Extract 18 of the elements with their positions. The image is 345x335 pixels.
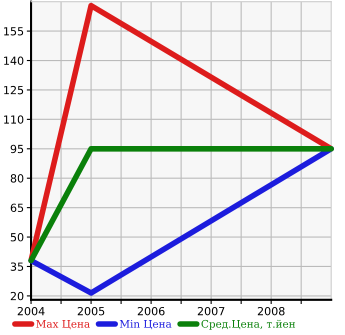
- legend-label: Max Цена: [36, 320, 90, 330]
- y-tick-label: 155: [4, 27, 24, 36]
- y-tick-label: 95: [10, 144, 24, 154]
- x-tick-label: 2004: [18, 306, 45, 316]
- y-tick-label: 20: [10, 292, 24, 300]
- legend-label: Сред.Цена, т.йен: [202, 320, 296, 330]
- y-tick-label: 80: [10, 174, 24, 183]
- y-tick-label: 140: [4, 56, 24, 65]
- y-tick-label: 65: [10, 204, 24, 212]
- y-tick-label: 35: [10, 262, 24, 271]
- y-tick-label: 50: [10, 233, 24, 242]
- y-tick-label: 125: [4, 86, 24, 94]
- x-tick-label: 2006: [138, 306, 165, 316]
- legend-label: Min Цена: [120, 320, 172, 330]
- y-tick-label: 110: [4, 115, 24, 124]
- x-tick-label: 2007: [198, 306, 224, 316]
- x-tick-label: 2008: [258, 306, 285, 316]
- x-tick-label: 2005: [78, 306, 104, 316]
